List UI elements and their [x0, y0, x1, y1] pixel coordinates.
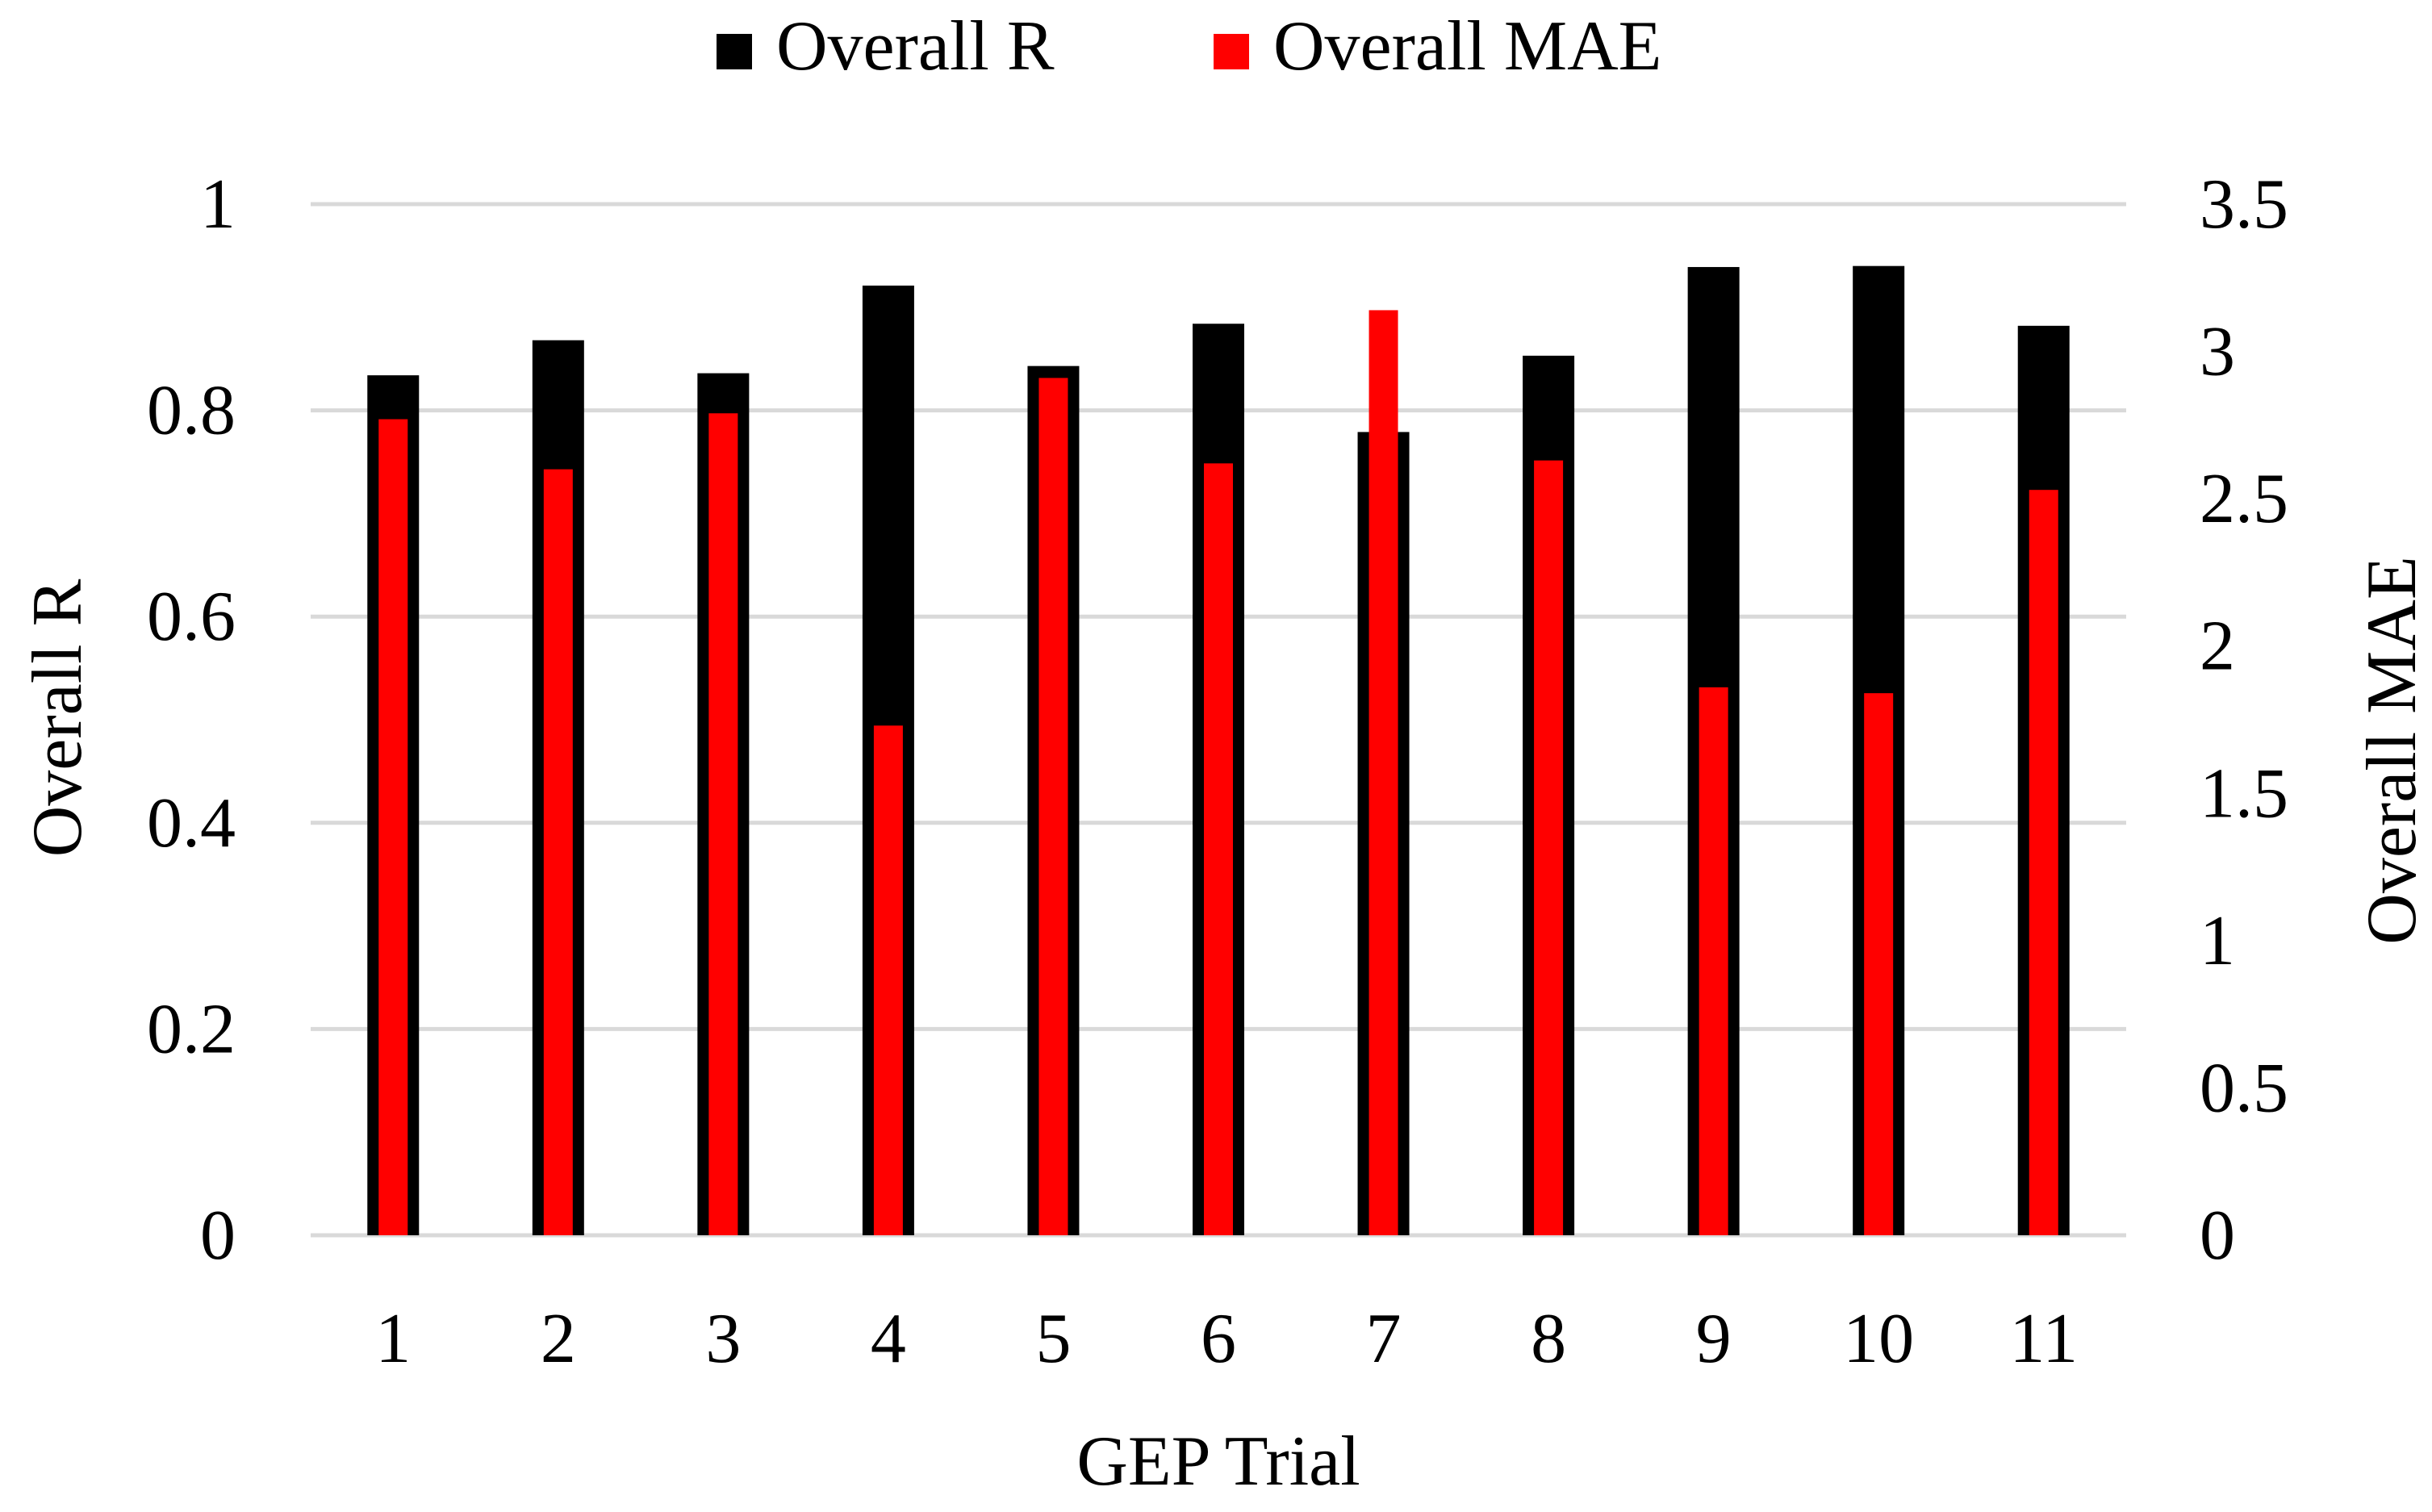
right-tick-label: 2 — [2200, 608, 2235, 686]
right-y-axis: 0 0.5 1 1.5 2 2.5 3 3.5 — [2200, 165, 2288, 1275]
bar-overall-mae — [1038, 378, 1068, 1235]
x-tick-label: 11 — [2009, 1300, 2078, 1378]
bar-overall-mae — [1369, 310, 1398, 1235]
right-tick-label: 0.5 — [2200, 1049, 2288, 1127]
left-tick-label: 0.6 — [147, 578, 236, 656]
x-axis: 1 2 3 4 5 6 7 8 9 10 11 — [375, 1300, 2078, 1378]
left-tick-label: 0.4 — [147, 784, 236, 863]
x-tick-label: 9 — [1696, 1300, 1732, 1378]
legend-swatch-overall-r — [717, 34, 752, 69]
bar-overall-mae — [378, 419, 408, 1235]
x-tick-label: 6 — [1201, 1300, 1236, 1378]
bar-overall-mae — [1204, 463, 1233, 1235]
x-tick-label: 10 — [1843, 1300, 1914, 1378]
left-tick-label: 0.2 — [147, 990, 236, 1068]
x-tick-label: 7 — [1366, 1300, 1402, 1378]
x-tick-label: 5 — [1035, 1300, 1071, 1378]
right-tick-label: 1 — [2200, 902, 2235, 980]
x-axis-title: GEP Trial — [1076, 1422, 1360, 1501]
right-tick-label: 3 — [2200, 313, 2235, 391]
left-y-axis: 0 0.2 0.4 0.6 0.8 1 — [147, 165, 236, 1275]
left-tick-label: 0.8 — [147, 372, 236, 450]
bar-overall-mae — [708, 413, 738, 1235]
right-y-axis-title: Overall MAE — [2353, 556, 2431, 944]
legend-swatch-overall-mae — [1214, 34, 1249, 69]
x-tick-label: 2 — [541, 1300, 576, 1378]
x-tick-label: 1 — [375, 1300, 411, 1378]
right-tick-label: 3.5 — [2200, 165, 2288, 244]
bar-overall-mae — [873, 725, 903, 1235]
x-tick-label: 3 — [705, 1300, 741, 1378]
bar-overall-mae — [2029, 490, 2058, 1235]
bars — [367, 265, 2070, 1236]
left-tick-label: 0 — [200, 1197, 236, 1275]
bar-overall-mae — [1534, 460, 1564, 1235]
right-tick-label: 0 — [2200, 1197, 2235, 1275]
right-tick-label: 1.5 — [2200, 754, 2288, 833]
legend: Overall R Overall MAE — [717, 7, 1661, 86]
bar-overall-mae — [543, 469, 573, 1235]
left-tick-label: 1 — [200, 165, 236, 244]
right-tick-label: 2.5 — [2200, 460, 2288, 538]
bar-overall-mae — [1699, 687, 1728, 1235]
bar-overall-mae — [1864, 693, 1894, 1235]
x-tick-label: 4 — [871, 1300, 906, 1378]
x-tick-label: 8 — [1531, 1300, 1566, 1378]
legend-label-overall-mae: Overall MAE — [1273, 7, 1661, 86]
left-y-axis-title: Overall R — [19, 578, 97, 857]
legend-label-overall-r: Overall R — [776, 7, 1055, 86]
